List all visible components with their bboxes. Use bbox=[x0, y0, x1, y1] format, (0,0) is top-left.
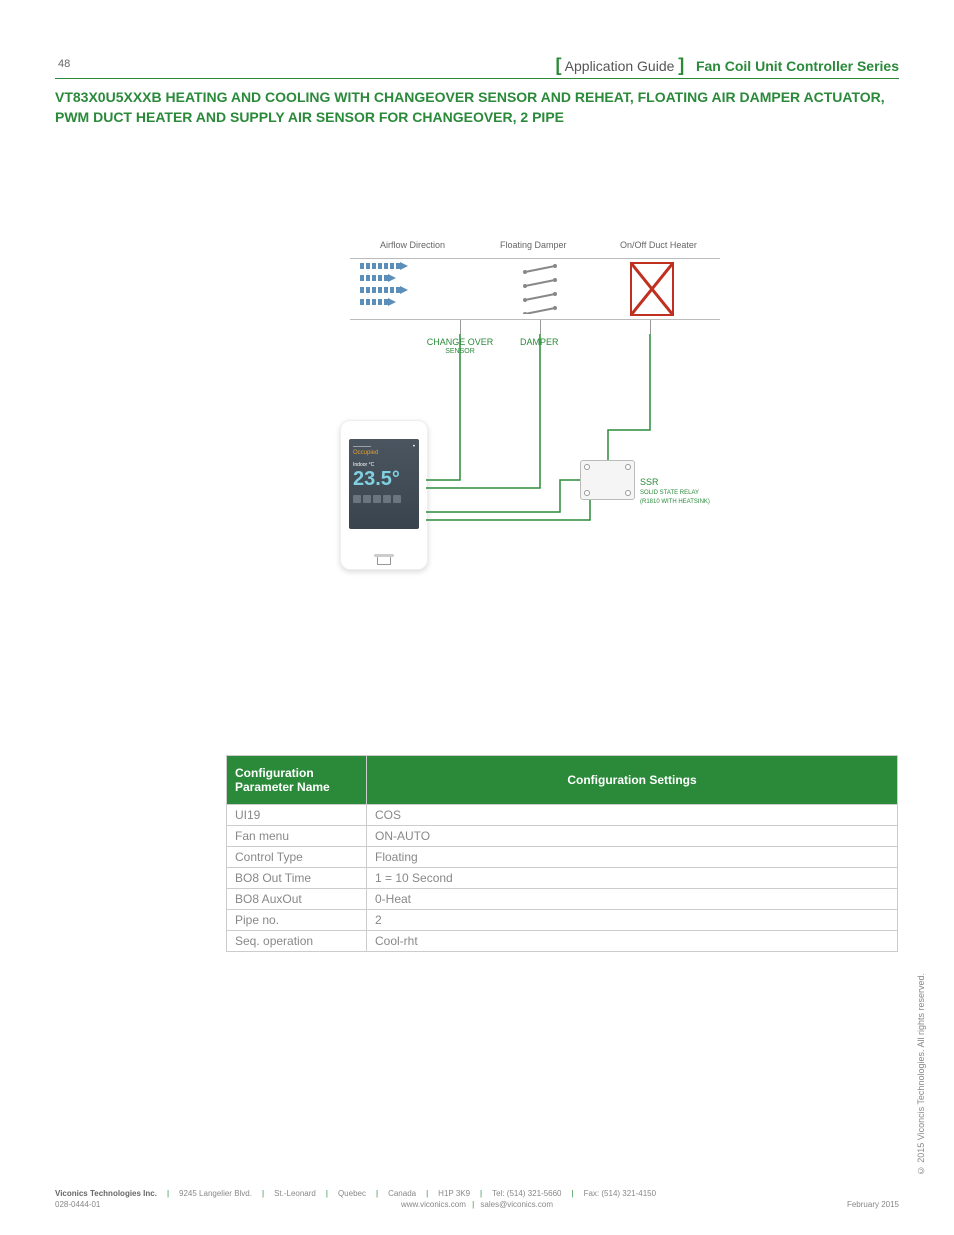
table-header-settings: Configuration Settings bbox=[367, 756, 898, 805]
header-app-guide: Application Guide bbox=[565, 58, 675, 74]
page-footer: Viconics Technologies Inc. | 9245 Langel… bbox=[55, 1189, 899, 1209]
header-divider bbox=[55, 78, 899, 79]
cell-param: UI19 bbox=[227, 805, 367, 826]
copyright-text: © 2015 Viconcis Technologies. All rights… bbox=[916, 973, 926, 1175]
cell-param: Pipe no. bbox=[227, 910, 367, 931]
cell-value: 2 bbox=[367, 910, 898, 931]
page-title: VT83X0U5XXXB HEATING AND COOLING WITH CH… bbox=[55, 88, 899, 127]
cell-value: 1 = 10 Second bbox=[367, 868, 898, 889]
footer-fax: Fax: (514) 321-4150 bbox=[584, 1189, 657, 1198]
footer-doc: 028-0444-01 bbox=[55, 1200, 100, 1209]
table-row: Fan menuON-AUTO bbox=[227, 826, 898, 847]
cell-param: BO8 AuxOut bbox=[227, 889, 367, 910]
cell-value: 0-Heat bbox=[367, 889, 898, 910]
footer-city: St.-Leonard bbox=[274, 1189, 316, 1198]
header-series: Fan Coil Unit Controller Series bbox=[696, 58, 899, 74]
table-row: Pipe no.2 bbox=[227, 910, 898, 931]
cell-value: COS bbox=[367, 805, 898, 826]
wiring-lines bbox=[330, 230, 750, 610]
footer-prov: Quebec bbox=[338, 1189, 366, 1198]
footer-date: February 2015 bbox=[847, 1200, 899, 1209]
footer-country: Canada bbox=[388, 1189, 416, 1198]
footer-company: Viconics Technologies Inc. bbox=[55, 1189, 157, 1198]
table-row: Control TypeFloating bbox=[227, 847, 898, 868]
cell-value: Floating bbox=[367, 847, 898, 868]
cell-param: BO8 Out Time bbox=[227, 868, 367, 889]
header-bar: [ Application Guide ] Fan Coil Unit Cont… bbox=[556, 55, 899, 76]
cell-param: Fan menu bbox=[227, 826, 367, 847]
page-number: 48 bbox=[58, 58, 70, 70]
footer-addr: 9245 Langelier Blvd. bbox=[179, 1189, 252, 1198]
bracket-close: ] bbox=[678, 55, 684, 75]
footer-line1: Viconics Technologies Inc. | 9245 Langel… bbox=[55, 1189, 899, 1198]
footer-postal: H1P 3K9 bbox=[438, 1189, 470, 1198]
footer-web: www.viconics.com bbox=[401, 1200, 466, 1209]
table-row: Seq. operationCool-rht bbox=[227, 931, 898, 952]
wiring-diagram: Airflow Direction Floating Damper On/Off… bbox=[330, 230, 750, 610]
cell-value: ON-AUTO bbox=[367, 826, 898, 847]
footer-line2: 028-0444-01 www.viconics.com | sales@vic… bbox=[55, 1200, 899, 1209]
footer-email: sales@viconics.com bbox=[480, 1200, 553, 1209]
cell-value: Cool-rht bbox=[367, 931, 898, 952]
table-row: BO8 AuxOut0-Heat bbox=[227, 889, 898, 910]
cell-param: Control Type bbox=[227, 847, 367, 868]
bracket-open: [ bbox=[556, 55, 562, 75]
table-row: UI19COS bbox=[227, 805, 898, 826]
cell-param: Seq. operation bbox=[227, 931, 367, 952]
footer-tel: Tel: (514) 321-5660 bbox=[492, 1189, 561, 1198]
table-header-param: Configuration Parameter Name bbox=[227, 756, 367, 805]
table-row: BO8 Out Time1 = 10 Second bbox=[227, 868, 898, 889]
configuration-table: Configuration Parameter Name Configurati… bbox=[226, 755, 898, 952]
